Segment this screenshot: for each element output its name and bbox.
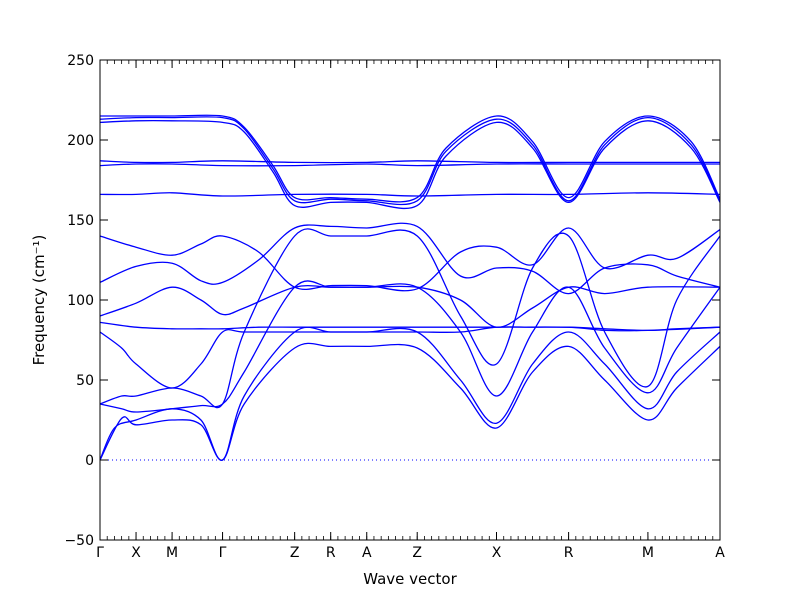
y-tick-label: 200 [67, 133, 94, 149]
x-tick-label: Z [412, 545, 422, 561]
y-tick-label: 50 [76, 373, 94, 389]
y-axis-label: Frequency (cm⁻¹) [30, 235, 48, 366]
band-line-15 [99, 114, 721, 203]
x-tick-label: R [564, 545, 574, 561]
x-tick-label: R [326, 545, 336, 561]
band-line-6 [99, 321, 721, 332]
band-line-12 [99, 160, 720, 164]
band-line-2 [99, 326, 721, 461]
band-line-8 [99, 222, 721, 295]
band-line-3 [99, 280, 721, 413]
y-tick-label: −50 [64, 533, 94, 549]
x-tick-label: Γ [96, 545, 104, 561]
x-tick-label: Γ [219, 545, 227, 561]
x-tick-label: X [131, 545, 141, 561]
x-tick-label: A [362, 545, 372, 561]
x-tick-label: X [492, 545, 502, 561]
axes [99, 59, 721, 541]
band-line-11 [99, 163, 720, 167]
y-tick-label: 0 [85, 453, 94, 469]
x-tick-label: A [715, 545, 725, 561]
y-tick-label: 150 [67, 213, 94, 229]
x-axis-label: Wave vector [363, 570, 457, 588]
y-tick-label: 100 [67, 293, 94, 309]
ticks: −50 0 50 100 150 200 250 Γ X M Γ Z R A Z X R M A [64, 53, 725, 561]
band-line-10 [99, 192, 721, 197]
band-line-9 [99, 227, 721, 292]
band-line-1 [99, 342, 721, 461]
x-tick-label: Z [290, 545, 300, 561]
band-line-14 [99, 116, 721, 206]
x-tick-label: M [166, 545, 178, 561]
band-line-5 [99, 326, 721, 389]
plot-frame [99, 59, 721, 541]
band-line-7 [99, 285, 721, 328]
band-line-13 [99, 119, 721, 210]
x-tick-label: M [642, 545, 654, 561]
y-tick-label: 250 [67, 53, 94, 69]
band-line-4 [99, 228, 721, 409]
band-lines [99, 114, 721, 461]
